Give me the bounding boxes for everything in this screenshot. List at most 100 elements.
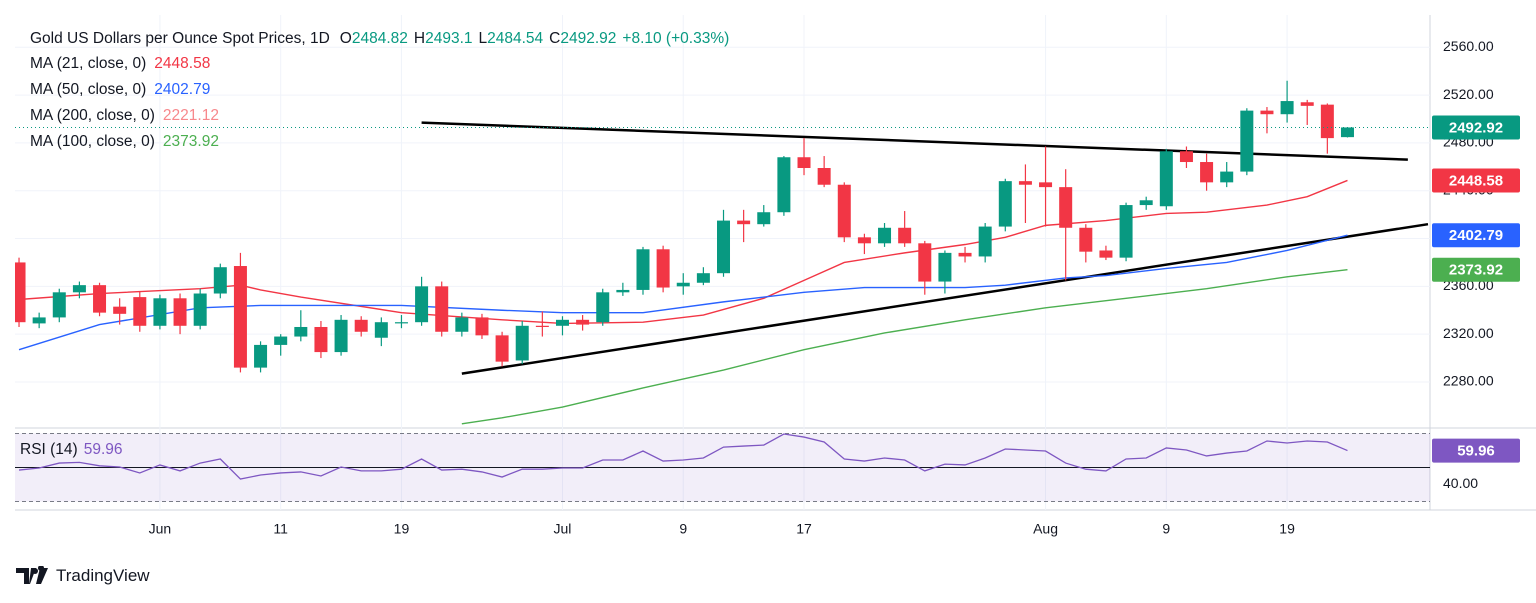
candle-body [294, 326, 308, 337]
x-tick-label: 11 [273, 521, 288, 537]
candle-body [898, 227, 912, 244]
candle-body [193, 293, 207, 326]
ohlc-key: O [339, 30, 352, 47]
symbol-title: Gold US Dollars per Ounce Spot Prices, 1… [30, 30, 330, 47]
candle-body [173, 298, 187, 326]
candle-body [475, 317, 489, 336]
ohlc-close: 2492.92 [560, 30, 617, 47]
ohlc-low: 2484.54 [487, 30, 544, 47]
moving-average-line [461, 269, 1348, 425]
candle-body [757, 212, 771, 225]
candle-body [817, 168, 831, 185]
candle-body [1179, 151, 1193, 163]
brand-logo [16, 566, 48, 584]
legend-name: MA (50, close, 0) [30, 81, 147, 98]
candle-body [1200, 162, 1214, 183]
candle-body [938, 252, 952, 282]
candle-body [153, 298, 167, 326]
legend-value: 2402.79 [154, 81, 211, 98]
ohlc-high: 2493.1 [425, 30, 473, 47]
candle-body [737, 220, 751, 225]
candle-body [676, 282, 690, 287]
trendline [461, 222, 1429, 375]
candle-body [32, 317, 46, 324]
candle-body [636, 249, 650, 290]
candle-body [1039, 182, 1053, 188]
candle-body [555, 319, 569, 326]
x-tick-label: 17 [796, 521, 812, 537]
legend-entry: MA (21, close, 0) 2448.58 [30, 55, 216, 73]
candle-body [233, 266, 247, 368]
price-tag-label: 59.96 [1457, 443, 1495, 460]
header-legend: Gold US Dollars per Ounce Spot Prices, 1… [30, 30, 735, 48]
candle-body [515, 325, 529, 361]
candle-body [998, 181, 1012, 227]
candle-body [777, 157, 791, 213]
legend-value: 2448.58 [154, 55, 211, 72]
x-tick-label: 19 [1279, 521, 1295, 537]
candle-body [1059, 187, 1073, 228]
x-tick-label: 9 [1162, 521, 1170, 537]
candle-body [133, 297, 147, 326]
legend-name: MA (21, close, 0) [30, 55, 147, 72]
candle-body [616, 289, 630, 293]
candle-body [52, 292, 66, 318]
y-tick-label: 2320.00 [1443, 325, 1494, 341]
candle-body [576, 319, 590, 325]
price-tag [1432, 223, 1520, 248]
legend-entry: MA (200, close, 0) 2221.12 [30, 107, 225, 125]
candle-body [596, 292, 610, 323]
legend-entry: MA (50, close, 0) 2402.79 [30, 81, 216, 99]
candle-body [113, 306, 127, 314]
candle-body [495, 335, 509, 362]
candle-body [394, 322, 408, 324]
price-tag-label: 2448.58 [1449, 172, 1503, 189]
legend-name: MA (100, close, 0) [30, 133, 155, 150]
candle-body [1300, 102, 1314, 106]
price-tag-label: 2402.79 [1449, 227, 1503, 244]
ohlc-key: C [549, 30, 561, 47]
candle-body [435, 286, 449, 332]
y-tick-label: 2560.00 [1443, 38, 1494, 54]
ohlc-change: +8.10 (+0.33%) [622, 30, 730, 47]
candle-body [374, 322, 388, 338]
legend-value: 2221.12 [162, 107, 219, 124]
candle-body [696, 273, 710, 283]
candle-body [274, 336, 288, 345]
legend-name: MA (200, close, 0) [30, 107, 155, 124]
price-tag [1432, 257, 1520, 282]
candle-body [415, 286, 429, 323]
candle-body [254, 344, 268, 368]
candle-body [1220, 171, 1234, 183]
rsi-tick-label: 40.00 [1443, 475, 1478, 491]
candle-body [1139, 200, 1153, 206]
candle-body [857, 237, 871, 244]
y-tick-label: 2520.00 [1443, 86, 1494, 102]
candle-body [455, 317, 469, 332]
candle-body [1260, 110, 1274, 115]
price-tag [1432, 115, 1520, 140]
ohlc-key: H [413, 30, 426, 47]
x-tick-label: 9 [679, 521, 687, 537]
candle-body [93, 285, 107, 313]
x-tick-label: Jul [554, 521, 572, 537]
x-tick-label: Aug [1033, 521, 1058, 537]
candle-body [72, 285, 86, 293]
price-tag-label: 2373.92 [1449, 262, 1503, 279]
y-tick-label: 2280.00 [1443, 373, 1494, 389]
ohlc-key: L [478, 30, 488, 47]
candle-body [1280, 101, 1294, 115]
brand: TradingView [16, 566, 150, 586]
trendline [421, 121, 1408, 161]
candle-body [878, 227, 892, 244]
candle-body [314, 326, 328, 353]
price-tag [1432, 438, 1520, 463]
x-tick-label: Jun [149, 521, 172, 537]
candle-body [797, 157, 811, 169]
ohlc-open: 2484.82 [351, 30, 408, 47]
candle-body [1099, 250, 1113, 258]
candle-body [1079, 227, 1093, 252]
legend-entry: MA (100, close, 0) 2373.92 [30, 133, 225, 151]
rsi-legend: RSI (14) 59.96 [20, 441, 129, 459]
